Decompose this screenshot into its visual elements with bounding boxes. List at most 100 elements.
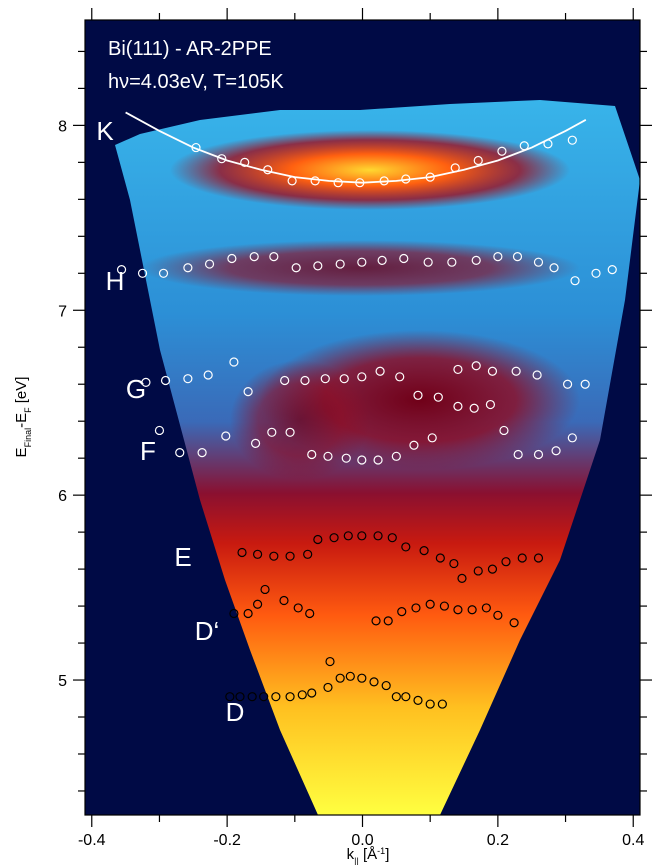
- y-tick-label: 5: [58, 673, 67, 690]
- data-point: [532, 370, 542, 380]
- data-point: [116, 264, 127, 275]
- data-point: [473, 566, 483, 576]
- data-point: [447, 257, 457, 267]
- x-tick-label: 0.0: [351, 832, 373, 849]
- data-point: [517, 553, 527, 563]
- data-point: [249, 252, 259, 262]
- data-point: [391, 692, 401, 702]
- axis-label-part: k: [347, 846, 355, 863]
- data-point: [320, 374, 330, 384]
- data-point: [269, 551, 279, 561]
- data-point: [413, 695, 423, 705]
- data-point: [287, 176, 297, 186]
- chart-subtitle: hν=4.03eV, T=105K: [108, 71, 284, 93]
- data-point: [549, 263, 559, 273]
- data-point: [323, 682, 333, 693]
- data-point: [279, 595, 289, 606]
- data-point: [413, 390, 423, 400]
- data-point: [341, 453, 351, 463]
- y-tick-label: 7: [58, 303, 67, 320]
- data-point: [260, 584, 270, 595]
- axis-label-part: ||: [354, 856, 359, 865]
- data-point: [357, 372, 367, 382]
- data-point: [335, 673, 345, 683]
- band-label: E: [174, 542, 191, 572]
- data-point: [467, 605, 477, 615]
- data-point: [457, 573, 467, 583]
- data-point: [325, 656, 335, 667]
- data-point: [313, 534, 323, 545]
- data-point: [567, 433, 577, 443]
- data-point: [501, 557, 511, 567]
- data-point: [357, 455, 367, 465]
- data-point: [591, 268, 601, 278]
- data-point: [267, 427, 277, 437]
- data-point: [313, 261, 323, 271]
- data-point: [570, 276, 580, 286]
- data-point: [271, 692, 281, 702]
- data-point: [375, 366, 385, 376]
- data-point: [485, 399, 496, 410]
- data-point: [567, 135, 577, 145]
- data-point: [154, 425, 165, 436]
- axis-label-part: E: [13, 447, 30, 457]
- axis-label-part: Final: [23, 428, 33, 448]
- data-point: [481, 603, 491, 613]
- band-label: D: [226, 697, 245, 727]
- data-point: [357, 257, 367, 267]
- data-point: [345, 671, 355, 681]
- data-point: [197, 448, 207, 458]
- data-point: [141, 377, 151, 387]
- data-point: [307, 688, 317, 698]
- y-axis-label: EFinal-EF [eV]: [13, 377, 33, 458]
- data-point: [243, 608, 253, 619]
- data-point: [369, 677, 379, 687]
- band-label: D‘: [195, 616, 220, 646]
- x-axis-label: k|| [Å-1]: [347, 846, 390, 865]
- data-point: [307, 449, 317, 460]
- data-point: [509, 618, 519, 628]
- data-point: [423, 257, 433, 267]
- y-tick-label: 6: [58, 488, 67, 505]
- data-point: [425, 172, 435, 182]
- data-point: [453, 364, 463, 375]
- data-point: [513, 449, 523, 460]
- data-point: [533, 449, 544, 460]
- data-point: [419, 546, 429, 556]
- data-point: [285, 427, 295, 437]
- data-point: [391, 451, 401, 461]
- data-point: [543, 139, 553, 149]
- axis-label-part: [Å: [359, 846, 377, 863]
- data-point: [269, 252, 279, 262]
- data-point: [252, 599, 263, 609]
- data-point: [562, 379, 573, 389]
- band-label: H: [106, 266, 125, 296]
- data-point: [137, 268, 148, 278]
- data-point: [493, 610, 503, 620]
- data-point: [343, 531, 353, 541]
- data-point: [240, 157, 250, 167]
- data-point: [453, 605, 463, 615]
- data-point: [280, 375, 290, 386]
- data-point: [379, 176, 389, 186]
- data-point: [285, 692, 295, 702]
- data-point: [297, 690, 307, 700]
- axis-label-part: -1: [377, 846, 385, 856]
- data-point: [227, 253, 237, 264]
- data-point: [339, 374, 349, 384]
- data-point: [221, 431, 231, 441]
- data-point: [329, 533, 339, 543]
- data-point: [204, 259, 215, 269]
- data-point: [383, 616, 393, 626]
- data-point: [433, 392, 443, 402]
- axis-label-part: -E: [13, 413, 30, 428]
- data-point: [263, 165, 273, 175]
- data-point: [243, 387, 253, 397]
- band-label: K: [96, 116, 114, 146]
- data-point: [497, 146, 507, 156]
- data-point: [305, 608, 315, 619]
- data-point: [551, 446, 561, 456]
- data-point: [512, 252, 523, 262]
- data-point: [471, 361, 481, 371]
